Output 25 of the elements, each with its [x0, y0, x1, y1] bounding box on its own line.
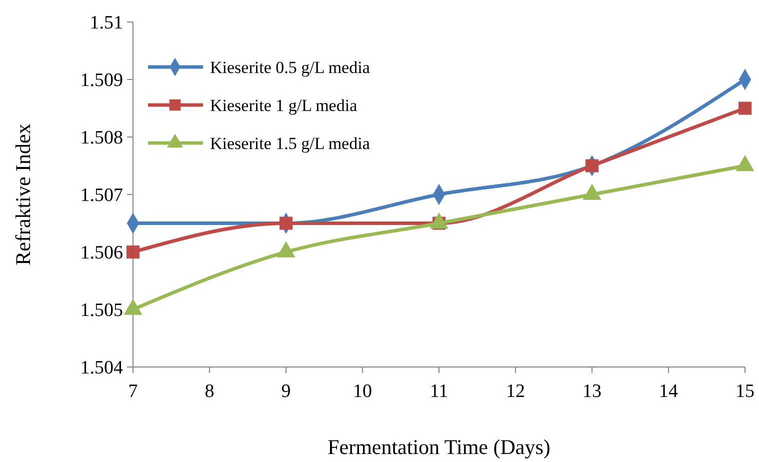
y-tick-label: 1.509: [80, 70, 123, 92]
x-tick-label: 13: [582, 381, 602, 402]
legend-label: Kieserite 1 g/L media: [210, 96, 358, 115]
x-tick-label: 9: [281, 381, 291, 402]
y-tick-label: 1.507: [80, 185, 123, 206]
legend-label: Kieserite 1.5 g/L media: [210, 134, 370, 153]
x-tick-label: 15: [736, 381, 754, 402]
x-axis-title: Fermentation Time (Days): [328, 435, 550, 459]
x-tick-label: 7: [128, 381, 138, 402]
y-tick-label: 1.504: [80, 358, 124, 379]
x-tick-label: 14: [659, 381, 678, 402]
y-tick-label: 1.506: [80, 242, 123, 264]
x-tick-label: 8: [204, 381, 214, 402]
y-axis-title: Refraktive Index: [11, 123, 35, 266]
y-tick-label: 1.508: [80, 128, 123, 149]
point: [126, 245, 140, 259]
point: [738, 102, 752, 115]
x-tick-label: 10: [353, 381, 372, 402]
y-tick-label: 1.51: [90, 12, 123, 34]
x-tick-label: 11: [430, 381, 448, 402]
point: [585, 159, 599, 172]
legend-label: Kieserite 0.5 g/L media: [210, 58, 370, 77]
point: [279, 216, 293, 230]
y-tick-label: 1.505: [80, 300, 123, 322]
x-tick-label: 12: [506, 381, 525, 402]
